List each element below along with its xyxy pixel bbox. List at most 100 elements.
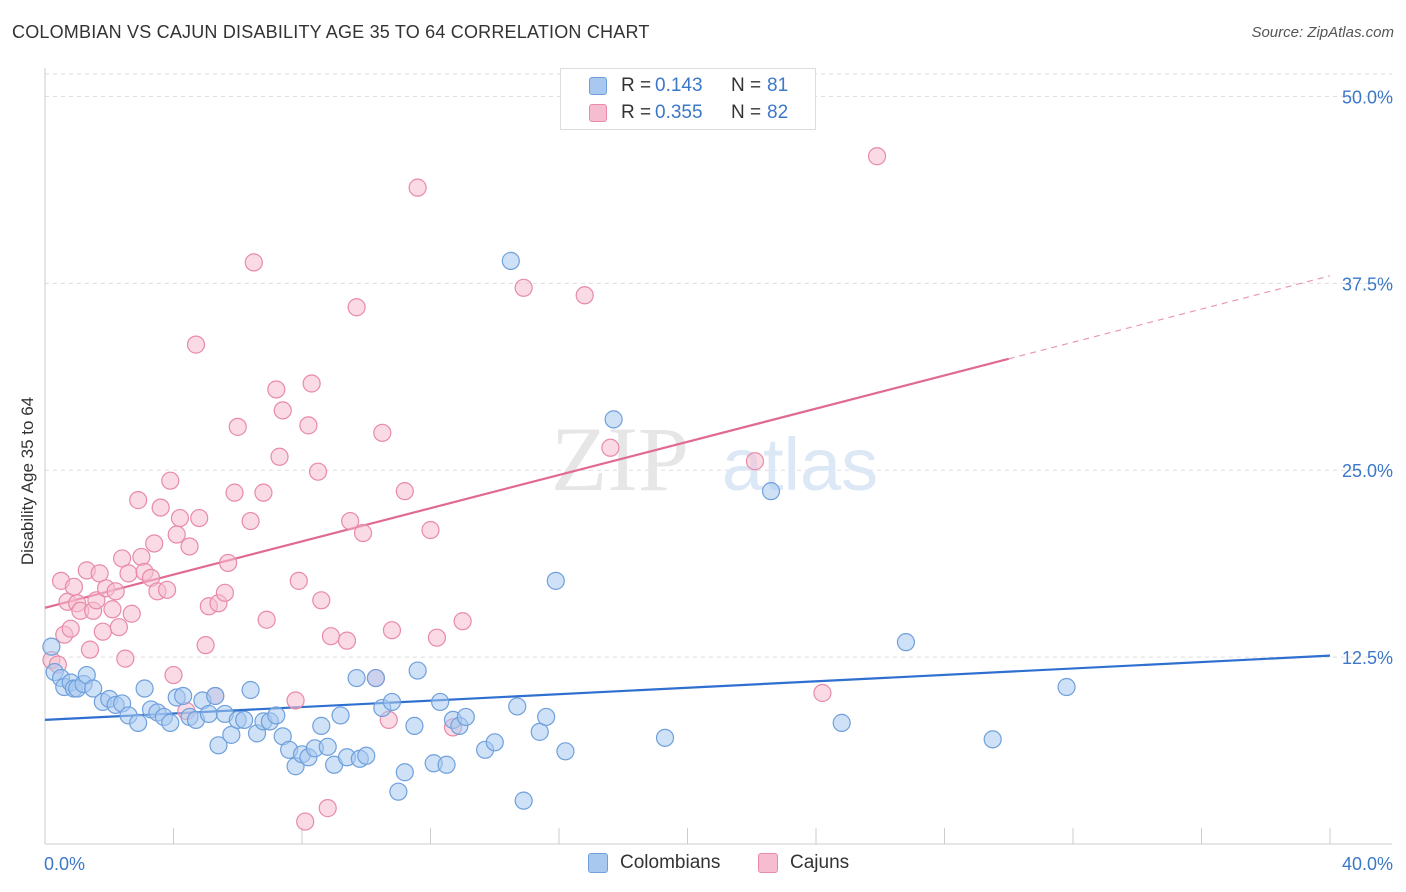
colombian-point — [546, 571, 565, 590]
cajun-point — [93, 622, 112, 641]
colombian-point — [395, 763, 414, 782]
cajun-point — [145, 534, 164, 553]
colombian-point — [312, 716, 331, 735]
cajun-point — [267, 380, 286, 399]
cajun-point — [257, 610, 276, 629]
cajun-point — [106, 582, 125, 601]
cajun-point — [164, 665, 183, 685]
cajun-point — [289, 571, 308, 590]
r-value: 0.143 — [655, 75, 703, 96]
colombian-point — [129, 713, 148, 732]
colombian-point — [174, 686, 193, 706]
n-label: N = — [731, 102, 762, 123]
colombian-point — [209, 736, 228, 755]
axes — [44, 68, 1392, 845]
r-value: 0.355 — [655, 102, 703, 123]
colombians-swatch — [589, 77, 607, 95]
cajun-point — [132, 547, 151, 567]
cajun-point — [241, 511, 260, 531]
cajun-point — [373, 423, 392, 442]
y-tick-label: 50.0% — [1342, 87, 1393, 107]
colombian-point — [408, 661, 427, 680]
cajun-point — [109, 618, 128, 637]
cajun-point — [601, 438, 620, 457]
cajun-point — [228, 417, 247, 436]
cajun-point — [286, 691, 305, 710]
cajun-point — [64, 577, 84, 596]
colombian-point — [655, 728, 675, 747]
cajun-point — [119, 564, 138, 583]
colombian-point — [318, 737, 337, 756]
cajun-point — [867, 147, 887, 166]
cajun-point — [254, 483, 273, 502]
cajun-point — [813, 683, 832, 703]
cajun-point — [180, 537, 199, 556]
cajun-point — [270, 447, 289, 466]
cajun-point — [157, 580, 177, 599]
cajun-point — [151, 498, 170, 517]
trendline-extension — [1008, 275, 1331, 360]
legend-colombians-label: Colombians — [620, 852, 721, 873]
gridlines — [45, 73, 1392, 658]
colombian-point — [42, 637, 61, 656]
cajun-point — [219, 553, 238, 573]
colombian-point — [530, 722, 549, 741]
cajun-point — [337, 631, 357, 650]
cajun-point — [87, 591, 106, 610]
colombian-point — [514, 791, 533, 810]
colombian-point — [199, 704, 218, 724]
cajun-point — [80, 640, 100, 659]
cajun-point — [353, 523, 373, 543]
colombian-point — [431, 692, 450, 712]
colombian-point — [832, 713, 851, 732]
colombian-point — [1057, 677, 1076, 697]
source-label: Source: ZipAtlas.com — [1251, 24, 1394, 41]
r-label: R = — [621, 75, 652, 96]
cajun-point — [299, 416, 318, 435]
colombian-point — [357, 746, 376, 765]
watermark-atlas: atlas — [722, 423, 878, 506]
colombians-swatch — [588, 853, 608, 873]
cajun-point — [421, 520, 440, 540]
cajun-point — [308, 462, 328, 481]
n-label: N = — [731, 75, 762, 96]
cajun-point — [122, 604, 141, 623]
cajuns-swatch — [589, 104, 607, 122]
y-tick-label: 25.0% — [1342, 461, 1393, 481]
cajun-point — [116, 649, 135, 668]
colombian-point — [222, 725, 241, 744]
cajun-point — [321, 627, 341, 646]
cajun-point — [129, 491, 148, 510]
cajun-point — [186, 335, 206, 354]
colombian-point — [389, 782, 408, 801]
n-value: 82 — [767, 102, 789, 123]
r-label: R = — [621, 102, 652, 123]
colombian-point — [501, 251, 520, 270]
cajun-point — [514, 278, 533, 297]
colombian-point — [161, 713, 180, 732]
cajun-point — [575, 286, 594, 305]
colombian-point — [135, 679, 154, 698]
cajun-point — [61, 619, 80, 638]
colombian-point — [896, 633, 916, 652]
x-tick-label-max: 40.0% — [1342, 854, 1393, 874]
n-value: 81 — [767, 75, 789, 96]
y-tick-label: 12.5% — [1342, 648, 1393, 668]
cajun-point — [382, 621, 402, 640]
cajun-point — [244, 253, 263, 272]
cajun-point — [745, 452, 765, 471]
cajun-point — [170, 508, 190, 528]
cajun-point — [296, 812, 315, 831]
colombian-point — [84, 679, 103, 698]
cajun-point — [215, 583, 234, 602]
cajun-point — [90, 564, 109, 583]
axis-labels: 12.5% 25.0% 37.5% 50.0% 0.0% 40.0% Disability … — [18, 87, 1393, 874]
y-tick-label: 37.5% — [1342, 274, 1393, 294]
cajun-point — [167, 525, 186, 544]
cajun-point — [395, 482, 414, 501]
colombian-point — [235, 710, 254, 730]
legend-cajuns-label: Cajuns — [790, 852, 850, 873]
colombian-point — [604, 410, 623, 429]
colombian-point — [382, 692, 402, 712]
